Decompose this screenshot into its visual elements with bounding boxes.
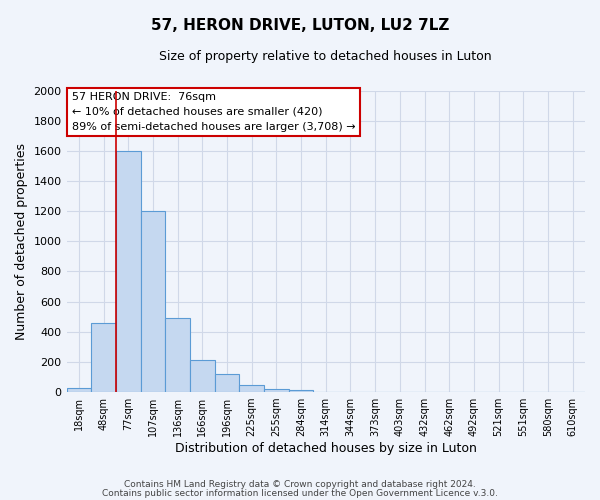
Bar	[116, 151, 140, 392]
Text: 57 HERON DRIVE:  76sqm
← 10% of detached houses are smaller (420)
89% of semi-de: 57 HERON DRIVE: 76sqm ← 10% of detached …	[72, 92, 355, 132]
Bar	[91, 322, 116, 392]
Y-axis label: Number of detached properties: Number of detached properties	[15, 143, 28, 340]
Bar	[140, 211, 165, 392]
Bar	[190, 360, 215, 392]
Bar	[289, 390, 313, 392]
Bar	[67, 388, 91, 392]
X-axis label: Distribution of detached houses by size in Luton: Distribution of detached houses by size …	[175, 442, 477, 455]
Text: Contains HM Land Registry data © Crown copyright and database right 2024.: Contains HM Land Registry data © Crown c…	[124, 480, 476, 489]
Bar	[264, 389, 289, 392]
Bar	[165, 318, 190, 392]
Title: Size of property relative to detached houses in Luton: Size of property relative to detached ho…	[160, 50, 492, 63]
Text: Contains public sector information licensed under the Open Government Licence v.: Contains public sector information licen…	[102, 488, 498, 498]
Bar	[239, 386, 264, 392]
Bar	[215, 374, 239, 392]
Text: 57, HERON DRIVE, LUTON, LU2 7LZ: 57, HERON DRIVE, LUTON, LU2 7LZ	[151, 18, 449, 32]
